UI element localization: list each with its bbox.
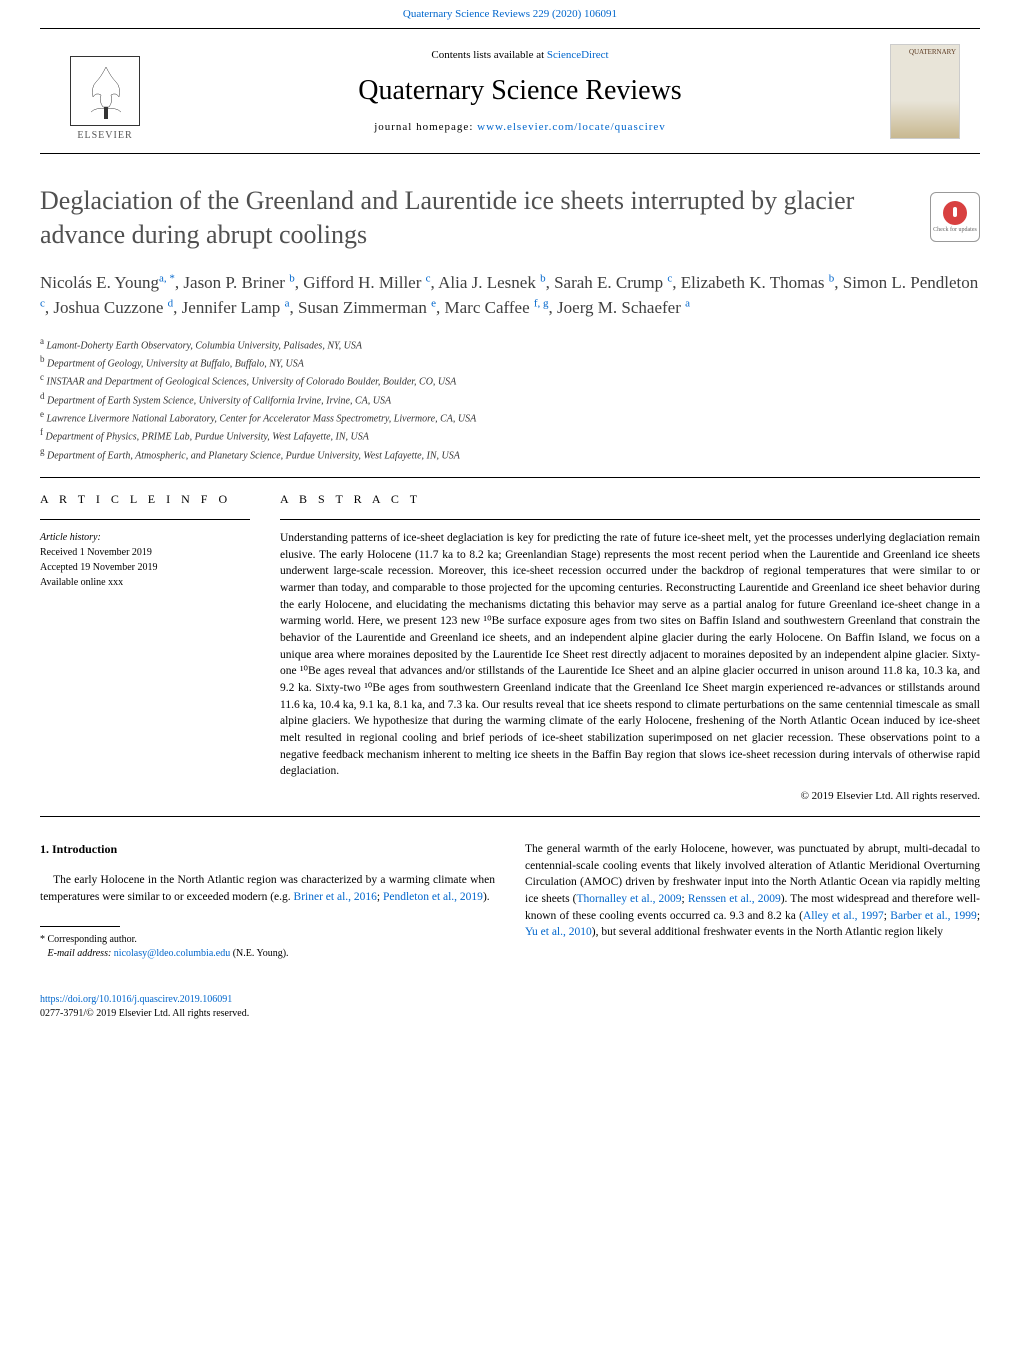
elsevier-text: ELSEVIER [77,130,132,141]
accepted-date: Accepted 19 November 2019 [40,560,250,575]
email-line: E-mail address: nicolasy@ldeo.columbia.e… [40,947,495,961]
article-info-heading: A R T I C L E I N F O [40,492,250,507]
footer: https://doi.org/10.1016/j.quascirev.2019… [0,981,1020,1041]
abstract: A B S T R A C T Understanding patterns o… [280,492,980,802]
authors-list: Nicolás E. Younga, *, Jason P. Briner b,… [0,262,1020,329]
article-info-body: Article history: Received 1 November 201… [40,530,250,590]
intro-paragraph: The general warmth of the early Holocene… [525,841,980,941]
journal-cover-label: QUATERNARY [891,45,959,59]
author: , Marc Caffee [436,298,534,317]
history-label: Article history: [40,530,250,545]
citation-link[interactable]: Pendleton et al., 2019 [383,891,483,903]
journal-title: Quaternary Science Reviews [150,75,890,107]
affiliation: e Lawrence Livermore National Laboratory… [40,408,980,426]
intro-section: 1. Introduction The early Holocene in th… [0,817,1020,981]
affiliation: b Department of Geology, University at B… [40,353,980,371]
info-divider [40,519,250,520]
sciencedirect-link[interactable]: ScienceDirect [547,49,609,61]
email-link[interactable]: nicolasy@ldeo.columbia.edu [114,948,230,959]
author: , Jennifer Lamp [173,298,284,317]
copyright: © 2019 Elsevier Ltd. All rights reserved… [280,790,980,802]
info-abstract-row: A R T I C L E I N F O Article history: R… [0,478,1020,816]
author: , Elizabeth K. Thomas [672,273,828,292]
author: Nicolás E. Young [40,273,159,292]
intro-column-right: The general warmth of the early Holocene… [525,841,980,961]
author-sup[interactable]: a, * [159,272,175,284]
elsevier-tree-icon [70,56,140,126]
affiliation: d Department of Earth System Science, Un… [40,390,980,408]
author: , Gifford H. Miller [295,273,426,292]
author-sup[interactable]: f, g [534,297,549,309]
author: , Susan Zimmerman [289,298,431,317]
abstract-heading: A B S T R A C T [280,492,980,507]
article-title: Deglaciation of the Greenland and Lauren… [40,184,910,252]
affiliation: g Department of Earth, Atmospheric, and … [40,445,980,463]
author: , Joshua Cuzzone [45,298,168,317]
received-date: Received 1 November 2019 [40,545,250,560]
affiliations: a Lamont-Doherty Earth Observatory, Colu… [0,329,1020,477]
abstract-text: Understanding patterns of ice-sheet degl… [280,530,980,780]
elsevier-logo: ELSEVIER [60,41,150,141]
footnote-divider [40,926,120,927]
author: , Joerg M. Schaefer [549,298,686,317]
homepage-line: journal homepage: www.elsevier.com/locat… [150,121,890,133]
contents-line: Contents lists available at ScienceDirec… [150,49,890,61]
journal-header: ELSEVIER Contents lists available at Sci… [40,28,980,154]
citation-link[interactable]: Renssen et al., 2009 [688,893,781,905]
journal-header-center: Contents lists available at ScienceDirec… [150,49,890,133]
citation-link[interactable]: Thornalley et al., 2009 [577,893,682,905]
homepage-text: journal homepage: [374,121,477,133]
contents-text: Contents lists available at [431,49,546,61]
affiliation: a Lamont-Doherty Earth Observatory, Colu… [40,335,980,353]
check-updates-button[interactable]: Check for updates [930,192,980,242]
check-updates-label: Check for updates [933,227,977,233]
article-title-section: Deglaciation of the Greenland and Lauren… [0,154,1020,262]
journal-cover-icon: QUATERNARY [890,44,960,139]
author-sup[interactable]: a [685,297,690,309]
article-info: A R T I C L E I N F O Article history: R… [40,492,280,802]
article-title-wrapper: Deglaciation of the Greenland and Lauren… [40,184,910,252]
affiliation: f Department of Physics, PRIME Lab, Purd… [40,426,980,444]
citation-header: Quaternary Science Reviews 229 (2020) 10… [0,0,1020,28]
author: , Simon L. Pendleton [834,273,978,292]
author: , Alia J. Lesnek [431,273,541,292]
available-date: Available online xxx [40,575,250,590]
intro-paragraph: The early Holocene in the North Atlantic… [40,872,495,905]
doi-link[interactable]: https://doi.org/10.1016/j.quascirev.2019… [40,994,232,1005]
abstract-divider [280,519,980,520]
intro-column-left: 1. Introduction The early Holocene in th… [40,841,495,961]
citation-link[interactable]: Quaternary Science Reviews 229 (2020) 10… [403,8,617,20]
citation-link[interactable]: Alley et al., 1997 [803,910,884,922]
footnote: * Corresponding author. E-mail address: … [40,933,495,961]
affiliation: c INSTAAR and Department of Geological S… [40,371,980,389]
check-updates-icon [943,201,967,225]
intro-heading: 1. Introduction [40,841,495,858]
corresponding-author: * Corresponding author. [40,933,495,947]
author: , Jason P. Briner [175,273,289,292]
homepage-link[interactable]: www.elsevier.com/locate/quascirev [477,121,666,133]
citation-link[interactable]: Yu et al., 2010 [525,926,592,938]
author: , Sarah E. Crump [546,273,668,292]
citation-link[interactable]: Briner et al., 2016 [294,891,377,903]
issn-copyright: 0277-3791/© 2019 Elsevier Ltd. All right… [40,1007,980,1021]
citation-link[interactable]: Barber et al., 1999 [890,910,977,922]
